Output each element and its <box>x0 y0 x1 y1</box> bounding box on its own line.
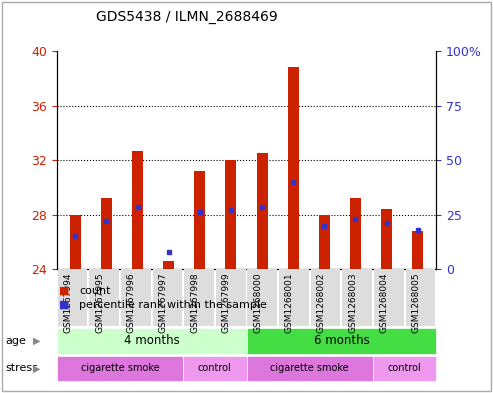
Text: stress: stress <box>5 364 38 373</box>
Bar <box>381 209 392 269</box>
Text: count: count <box>79 286 110 296</box>
Bar <box>350 198 361 269</box>
Text: GSM1267999: GSM1267999 <box>222 272 231 333</box>
Text: ■: ■ <box>59 299 70 310</box>
Text: age: age <box>5 336 26 346</box>
Bar <box>225 160 236 269</box>
Text: GDS5438 / ILMN_2688469: GDS5438 / ILMN_2688469 <box>97 10 278 24</box>
Bar <box>70 215 81 269</box>
Text: cigarette smoke: cigarette smoke <box>271 364 349 373</box>
Text: GSM1268003: GSM1268003 <box>348 272 357 333</box>
Text: GSM1268005: GSM1268005 <box>412 272 421 333</box>
Text: GSM1267996: GSM1267996 <box>127 272 136 333</box>
Text: GSM1267997: GSM1267997 <box>158 272 168 333</box>
Text: GSM1268000: GSM1268000 <box>253 272 262 333</box>
Text: GSM1267994: GSM1267994 <box>64 272 72 332</box>
Text: 6 months: 6 months <box>314 334 369 347</box>
Bar <box>257 153 268 269</box>
Text: GSM1267995: GSM1267995 <box>95 272 104 333</box>
Bar <box>163 261 174 269</box>
Text: percentile rank within the sample: percentile rank within the sample <box>79 299 267 310</box>
Bar <box>132 151 143 269</box>
Text: GSM1268004: GSM1268004 <box>380 272 389 332</box>
Text: control: control <box>198 364 232 373</box>
Text: GSM1268001: GSM1268001 <box>285 272 294 333</box>
Bar <box>319 215 330 269</box>
Text: cigarette smoke: cigarette smoke <box>81 364 159 373</box>
Text: GSM1267998: GSM1267998 <box>190 272 199 333</box>
Text: GSM1268002: GSM1268002 <box>317 272 325 332</box>
Bar <box>101 198 112 269</box>
Bar <box>194 171 205 269</box>
Text: 4 months: 4 months <box>124 334 179 347</box>
Bar <box>288 68 299 269</box>
Text: ■: ■ <box>59 286 70 296</box>
Text: ▶: ▶ <box>33 336 41 346</box>
Bar <box>412 231 423 269</box>
Text: ▶: ▶ <box>33 364 41 373</box>
Text: control: control <box>388 364 422 373</box>
